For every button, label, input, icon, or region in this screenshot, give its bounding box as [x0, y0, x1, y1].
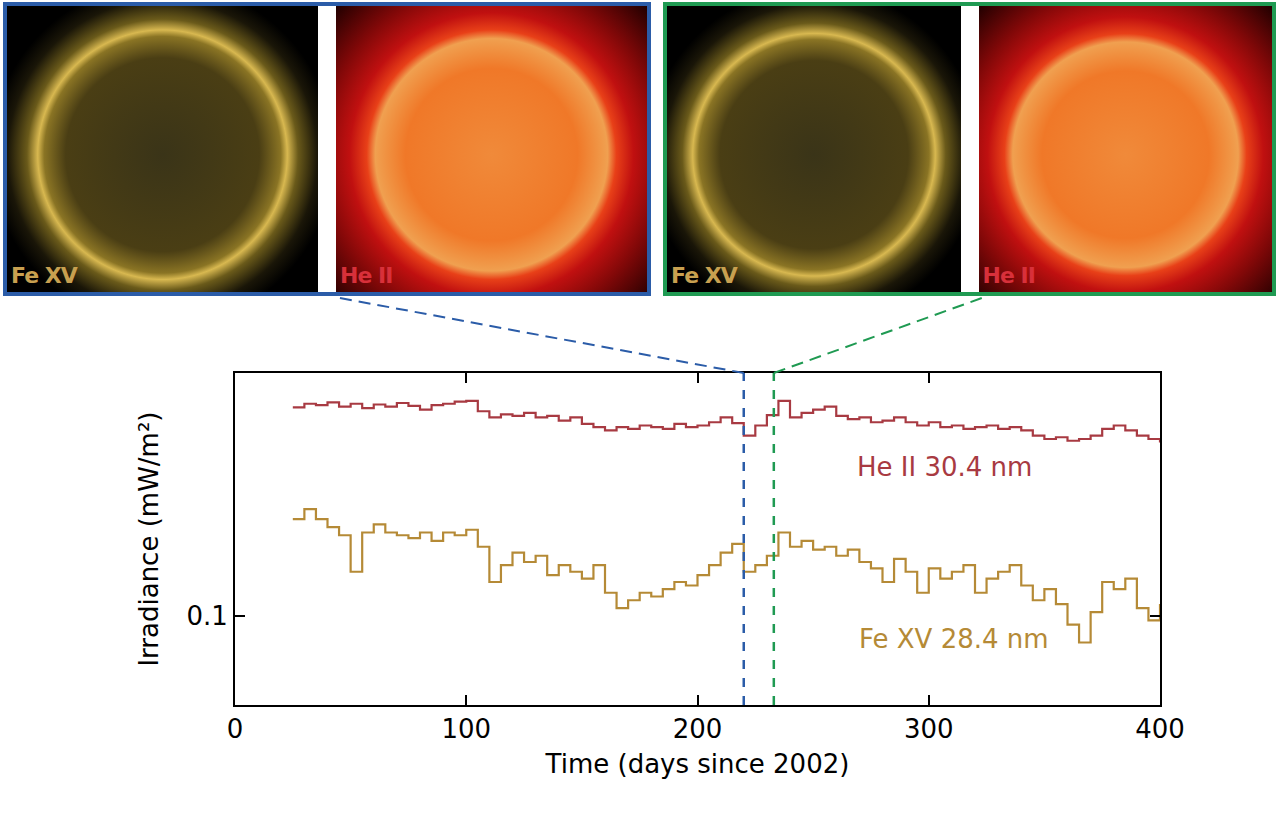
svg-text:200: 200 — [673, 714, 723, 744]
html-text:Fe XV: Fe XV — [671, 263, 737, 288]
html-text:He II: He II — [340, 263, 393, 288]
svg-text:0.1: 0.1 — [186, 601, 227, 631]
svg-text:He II 30.4 nm: He II 30.4 nm — [857, 452, 1032, 482]
svg-text:Fe XV 28.4 nm: Fe XV 28.4 nm — [859, 624, 1049, 654]
svg-text:300: 300 — [904, 714, 954, 744]
svg-text:100: 100 — [441, 714, 491, 744]
svg-text:0: 0 — [227, 714, 244, 744]
svg-text:Time (days since 2002): Time (days since 2002) — [545, 749, 850, 779]
html-text:He II: He II — [982, 263, 1035, 288]
html-text:Fe XV: Fe XV — [11, 263, 77, 288]
svg-text:400: 400 — [1135, 714, 1185, 744]
svg-text:Irradiance (mW/m²): Irradiance (mW/m²) — [134, 411, 164, 666]
